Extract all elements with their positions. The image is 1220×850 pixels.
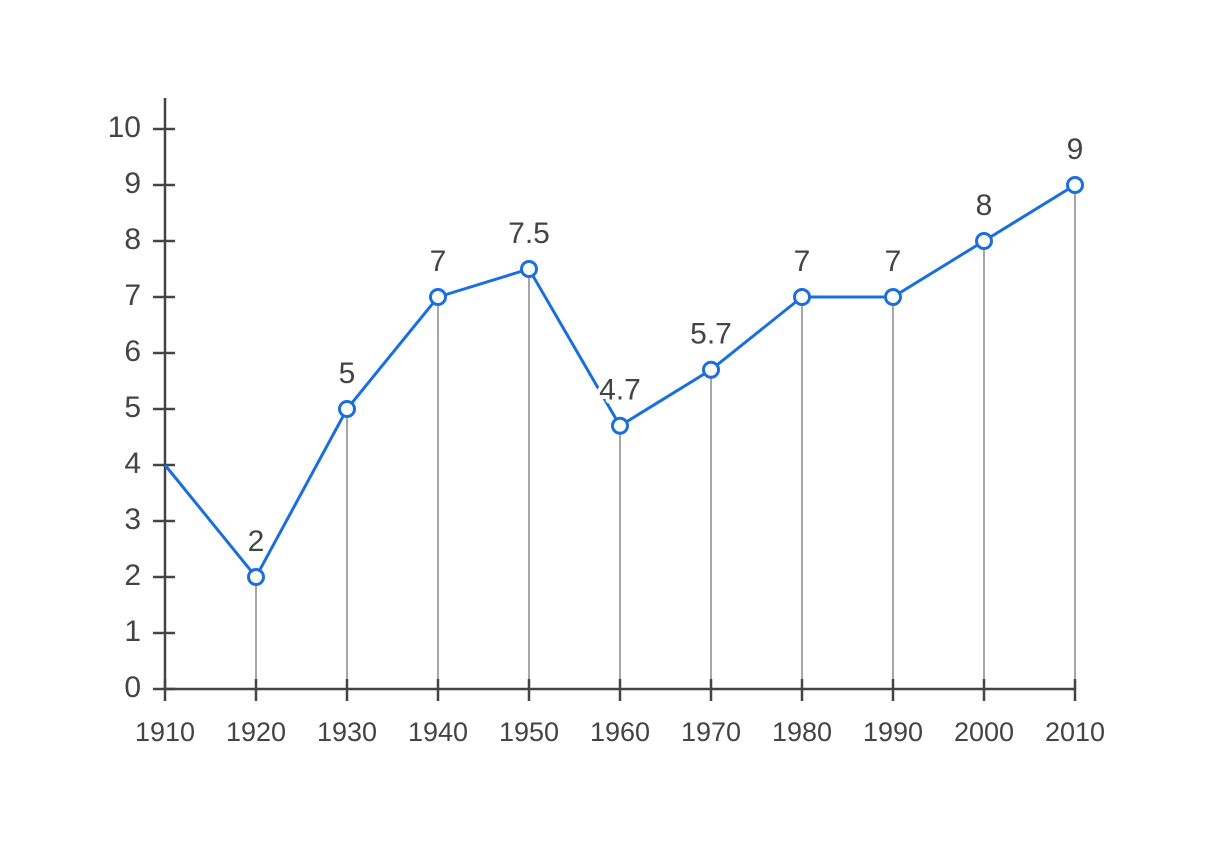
x-tick-label: 1920 [226, 717, 286, 747]
y-tick-label: 0 [124, 671, 141, 704]
y-tick-label: 2 [124, 559, 141, 592]
x-tick-label: 1950 [499, 717, 559, 747]
y-tick-label: 4 [124, 447, 141, 480]
x-tick-label: 2000 [954, 717, 1014, 747]
y-tick-label: 3 [124, 503, 141, 536]
data-point [793, 288, 811, 306]
data-point [611, 416, 629, 435]
data-point [975, 232, 993, 250]
y-tick-label: 6 [124, 335, 141, 368]
data-point [702, 360, 720, 379]
x-tick-label: 1930 [317, 717, 377, 747]
data-label: 7.5 [508, 217, 550, 250]
x-tick-label: 1910 [135, 717, 195, 747]
data-label: 5 [339, 357, 356, 390]
data-point [429, 288, 447, 306]
x-tick-label: 1980 [772, 717, 832, 747]
x-tick-label: 1970 [681, 717, 741, 747]
x-tick-label: 1940 [408, 717, 468, 747]
y-tick-label: 7 [124, 279, 141, 312]
data-point [520, 260, 538, 278]
x-tick-label: 1960 [590, 717, 650, 747]
y-tick-label: 5 [124, 391, 141, 424]
y-tick-label: 1 [124, 615, 141, 648]
data-label: 7 [430, 245, 447, 278]
data-label: 9 [1067, 133, 1084, 166]
y-tick-label: 9 [124, 167, 141, 200]
data-label: 8 [976, 189, 993, 222]
data-point [247, 568, 265, 586]
data-point [338, 400, 356, 418]
data-label: 5.7 [690, 318, 732, 351]
data-point [1066, 176, 1084, 194]
data-label: 7 [794, 245, 811, 278]
y-tick-label: 8 [124, 223, 141, 256]
y-tick-label: 10 [108, 111, 141, 144]
data-label: 7 [885, 245, 902, 278]
data-point [884, 288, 902, 306]
data-label: 4.7 [599, 374, 641, 407]
x-tick-label: 2010 [1045, 717, 1105, 747]
data-label: 2 [248, 525, 265, 558]
x-tick-label: 1990 [863, 717, 923, 747]
